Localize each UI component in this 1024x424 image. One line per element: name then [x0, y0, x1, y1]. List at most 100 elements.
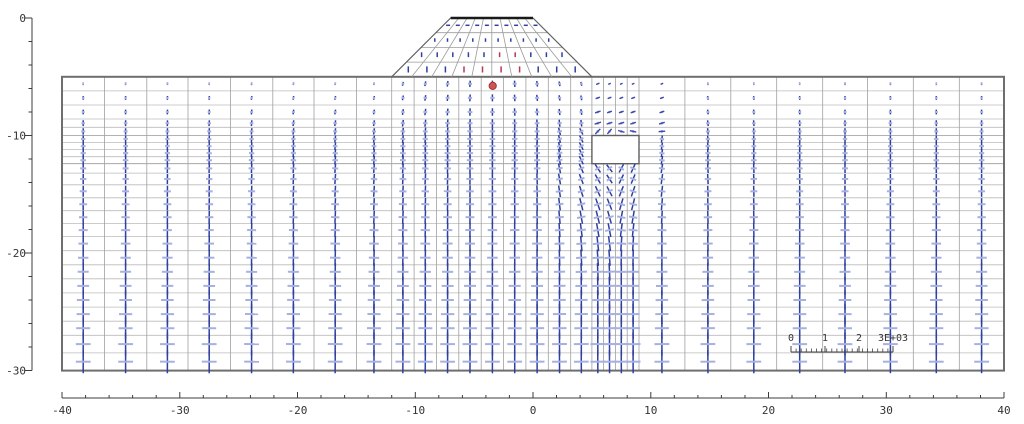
- stress-cross: [796, 163, 803, 174]
- stress-cross: [618, 163, 625, 173]
- stress-cross: [123, 128, 128, 135]
- stress-cross: [291, 135, 296, 143]
- stress-cross: [577, 173, 585, 185]
- stress-cross: [837, 350, 853, 374]
- stress-cross: [333, 128, 338, 135]
- stress-cross: [578, 135, 584, 143]
- mesh-border: [61, 75, 1005, 372]
- stress-cross: [658, 121, 665, 125]
- stress-cross: [332, 149, 338, 158]
- stress-cross: [467, 127, 473, 136]
- stress-cross: [369, 210, 379, 224]
- stress-cross: [533, 163, 541, 174]
- stress-cross: [164, 163, 171, 174]
- stress-cross: [933, 163, 940, 174]
- stress-cross: [843, 120, 847, 127]
- stress-cross: [885, 223, 895, 238]
- scalebar-label: 1: [822, 333, 828, 344]
- stress-cross: [334, 82, 337, 86]
- stress-cross: [888, 135, 893, 143]
- stress-cross: [122, 149, 129, 158]
- stress-cross: [749, 198, 758, 211]
- stress-cross: [617, 185, 625, 197]
- stress-cross: [420, 235, 431, 252]
- stress-cross: [395, 350, 411, 374]
- scalebar-label: 2: [856, 333, 862, 344]
- stress-cross: [979, 128, 984, 135]
- stress-cross: [594, 110, 601, 114]
- stress-cross: [290, 149, 297, 158]
- stress-cross: [118, 350, 133, 374]
- stress-cross: [794, 235, 805, 252]
- stress-cross: [289, 185, 297, 197]
- stress-cross: [423, 108, 428, 116]
- x-tick-label: -40: [52, 404, 72, 417]
- stress-cross: [706, 109, 710, 115]
- stress-cross: [488, 173, 496, 185]
- stress-cross: [288, 223, 298, 238]
- stress-cross: [489, 108, 495, 116]
- stress-cross: [625, 350, 641, 374]
- stress-cross: [164, 173, 171, 185]
- stress-cross: [509, 222, 520, 238]
- stress-cross: [980, 109, 984, 115]
- stress-cross: [629, 185, 637, 197]
- stress-cross: [81, 128, 86, 135]
- stress-cross: [657, 223, 667, 238]
- stress-cross: [593, 198, 602, 211]
- stress-cross: [330, 235, 341, 252]
- stress-cross: [366, 350, 382, 374]
- stress-cross: [657, 210, 667, 224]
- stress-cross: [371, 149, 377, 158]
- stress-cross: [605, 198, 614, 211]
- stress-cross: [795, 210, 804, 224]
- stress-cross: [124, 109, 128, 115]
- stress-cross: [423, 81, 427, 87]
- stress-cross: [510, 210, 520, 225]
- stress-cross: [398, 222, 408, 238]
- stress-cross: [442, 235, 453, 252]
- stress-cross: [594, 185, 602, 197]
- stress-cross: [163, 210, 172, 224]
- stress-cross: [420, 210, 430, 224]
- stress-cross: [465, 210, 475, 225]
- stress-cross: [593, 210, 603, 224]
- stress-cross: [705, 142, 711, 150]
- stress-cross: [401, 81, 405, 86]
- stress-cross: [573, 350, 589, 374]
- stress-cross: [331, 185, 339, 197]
- stress-cross: [123, 120, 128, 127]
- y-tick-label: -10: [6, 130, 26, 143]
- stress-cross: [748, 235, 759, 252]
- stress-cross: [604, 223, 615, 238]
- stress-cross: [120, 235, 131, 252]
- stress-cross: [466, 163, 474, 174]
- stress-cross: [579, 109, 584, 115]
- stress-cross: [979, 142, 984, 150]
- stress-cross: [752, 95, 756, 100]
- stress-cross: [631, 82, 635, 85]
- stress-cross: [487, 210, 497, 225]
- stress-cross: [630, 121, 637, 125]
- stress-cross: [887, 173, 894, 185]
- stress-cross: [628, 223, 638, 238]
- stress-cross: [79, 185, 87, 197]
- stress-cross: [445, 80, 450, 87]
- stress-cross: [249, 135, 254, 143]
- stress-cross: [370, 163, 378, 174]
- stress-cross: [400, 135, 406, 143]
- stress-cross: [445, 119, 451, 128]
- stress-cross: [75, 350, 91, 374]
- stress-cross: [208, 82, 211, 86]
- stress-cross: [885, 235, 896, 252]
- stress-cross: [206, 163, 213, 174]
- stress-cross: [371, 142, 377, 150]
- stress-cross: [291, 128, 296, 135]
- stress-cross: [250, 95, 253, 100]
- stress-cross: [487, 222, 498, 238]
- x-tick-label: -20: [288, 404, 308, 417]
- x-tick-label: 20: [762, 404, 775, 417]
- stress-cross: [422, 163, 429, 174]
- stress-cross: [205, 173, 213, 185]
- stress-cross: [556, 163, 563, 174]
